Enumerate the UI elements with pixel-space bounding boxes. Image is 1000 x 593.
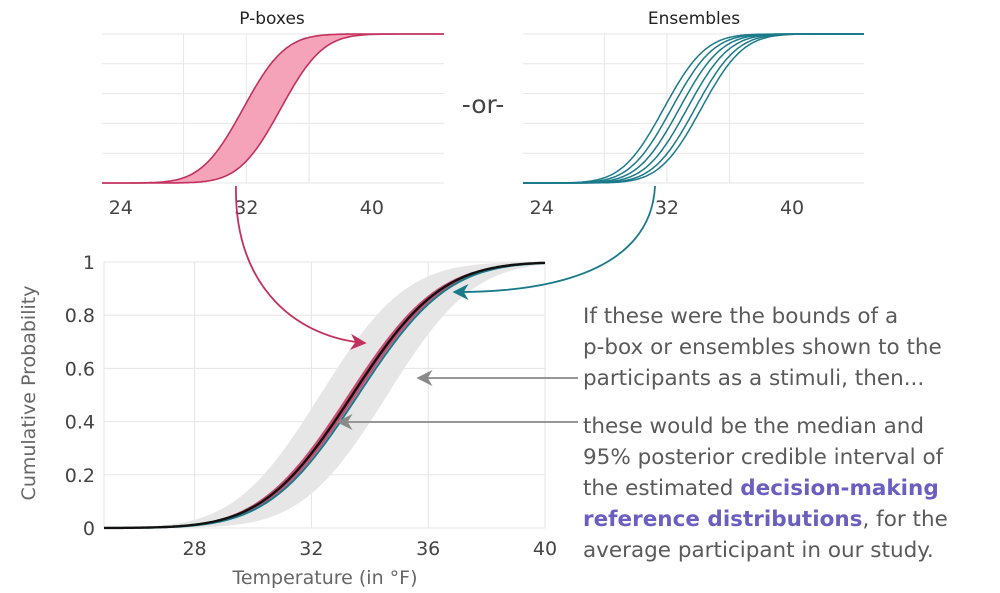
ensembles-x-ticks: 24 32 40 [530,197,804,219]
ensembles-grid [523,33,864,184]
main-y-ticks: 0 0.2 0.4 0.6 0.8 1 [65,252,95,540]
main-x-axis-label: Temperature (in °F) [231,567,417,589]
highlight-decision-making: decision-making [740,476,939,501]
main-y-tick-0: 0 [83,518,95,540]
annotation-line: average participant in our study. [583,538,934,563]
ensembles-to-main-arrow [452,185,656,301]
annotation-line: p-box or ensembles shown to the [583,335,942,360]
pbox-tick-40: 40 [360,197,384,219]
annotation-text: If these were the bounds of a p-box or e… [583,301,995,566]
main-y-tick-0.8: 0.8 [65,305,95,327]
main-y-tick-0.4: 0.4 [65,412,95,434]
ensemble-line-2 [523,33,864,184]
annotation-line: participants as a stimuli, then... [583,366,925,391]
ensembles-tick-40: 40 [780,197,804,219]
credible-interval-band [104,262,545,528]
ensembles-tick-32: 32 [655,197,679,219]
ensembles-title: Ensembles [648,9,740,29]
annotation-text-run: , for the [862,507,948,532]
ensemble-line-1 [523,33,864,184]
main-x-tick-28: 28 [182,538,206,560]
annotation-line: 95% posterior credible interval of [583,445,944,470]
main-x-ticks: 28 32 36 40 [182,538,557,560]
main-y-tick-0.6: 0.6 [65,358,95,380]
main-x-tick-36: 36 [416,538,440,560]
annotation-line: reference distributions, for the [583,504,995,535]
main-x-tick-32: 32 [299,538,323,560]
ensembles-panel: Ensembles 24 32 40 [523,9,864,219]
annotation-line: the estimated decision-making [583,473,995,504]
main-y-tick-1: 1 [83,252,95,274]
annotation-text-run: the estimated [583,476,741,501]
ensemble-line-6 [523,33,864,184]
ensembles-lines [523,33,864,184]
ensemble-line-3 [523,33,864,184]
ensembles-tick-24: 24 [530,197,554,219]
pbox-x-ticks: 24 32 40 [109,197,384,219]
pbox-panel: P-boxes 24 32 40 [102,9,444,219]
ensemble-line-5 [523,33,864,184]
or-label: -or- [462,90,504,119]
highlight-reference-distributions: reference distributions [583,507,863,532]
annotation-line: these would be the median and [583,414,925,439]
annotation-line: If these were the bounds of a [583,304,899,329]
pbox-upper-bound-line [102,33,444,184]
pbox-tick-24: 24 [109,197,133,219]
main-x-tick-40: 40 [533,538,557,560]
pbox-band [102,34,444,183]
pbox-title: P-boxes [239,9,305,29]
pbox-tick-32: 32 [234,197,258,219]
main-y-axis-label: Cumulative Probability [18,286,40,501]
median-line [104,261,546,530]
main-chart: 28 32 36 40 0 0.2 0.4 0.6 0.8 1 Temperature (in … [18,252,557,589]
ensemble-line-4 [523,33,864,184]
main-y-tick-0.2: 0.2 [65,465,95,487]
pbox-to-main-arrow [235,185,367,350]
